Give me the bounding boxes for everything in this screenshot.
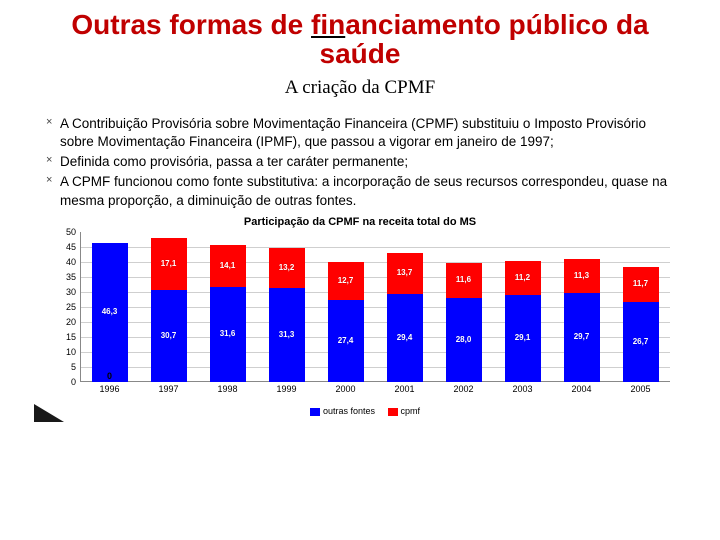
bar-segment-cpmf: 11,7 xyxy=(623,267,659,302)
bar-segment-cpmf: 11,6 xyxy=(446,263,482,298)
bar-segment-cpmf: 11,2 xyxy=(505,261,541,295)
bar-segment-outras: 46,3 xyxy=(92,243,128,382)
bar-segment-cpmf: 11,3 xyxy=(564,259,600,293)
bullet-item: A Contribuição Provisória sobre Moviment… xyxy=(46,115,682,151)
bar-value-outras: 29,7 xyxy=(564,332,600,341)
legend-label-cpmf: cpmf xyxy=(401,406,421,416)
x-tick-label: 1998 xyxy=(217,384,237,394)
bar-segment-outras: 26,7 xyxy=(623,302,659,382)
bar-value-cpmf: 11,2 xyxy=(505,273,541,282)
title-part2: anciamento público da saúde xyxy=(320,9,649,69)
slide: Outras formas de financiamento público d… xyxy=(0,0,720,540)
x-tick-label: 2004 xyxy=(571,384,591,394)
y-tick: 0 xyxy=(40,377,76,387)
bar-value-outras: 27,4 xyxy=(328,336,364,345)
bar-value-outras: 31,6 xyxy=(210,329,246,338)
x-tick-label: 2001 xyxy=(394,384,414,394)
bullet-item: Definida como provisória, passa a ter ca… xyxy=(46,153,682,171)
bar-value-cpmf: 11,6 xyxy=(446,275,482,284)
x-tick-label: 2005 xyxy=(630,384,650,394)
y-tick: 10 xyxy=(40,347,76,357)
legend-swatch-outras xyxy=(310,408,320,416)
x-tick-label: 2003 xyxy=(512,384,532,394)
y-tick: 30 xyxy=(40,287,76,297)
bar-value-cpmf: 17,1 xyxy=(151,259,187,268)
bar-value-outras: 29,1 xyxy=(505,333,541,342)
legend-swatch-cpmf xyxy=(388,408,398,416)
y-tick: 15 xyxy=(40,332,76,342)
chart-title: Participação da CPMF na receita total do… xyxy=(40,216,680,228)
legend-label-outras: outras fontes xyxy=(323,406,375,416)
slide-subtitle: A criação da CPMF xyxy=(28,77,692,99)
bar-segment-outras: 31,3 xyxy=(269,288,305,382)
bullet-list: A Contribuição Provisória sobre Moviment… xyxy=(46,115,682,210)
bar-segment-outras: 27,4 xyxy=(328,300,364,382)
y-tick: 45 xyxy=(40,242,76,252)
bar-segment-cpmf: 17,1 xyxy=(151,238,187,289)
bar-value-cpmf: 14,1 xyxy=(210,261,246,270)
bar-value-cpmf: 13,2 xyxy=(269,263,305,272)
bar-segment-outras: 29,4 xyxy=(387,294,423,382)
bar-segment-outras: 29,1 xyxy=(505,295,541,382)
bullet-item: A CPMF funcionou como fonte substitutiva… xyxy=(46,173,682,209)
bar-segment-outras: 28,0 xyxy=(446,298,482,382)
bar-segment-cpmf: 13,7 xyxy=(387,253,423,294)
bar-value-outras: 29,4 xyxy=(387,333,423,342)
chart-region: Participação da CPMF na receita total do… xyxy=(40,216,680,416)
x-axis-labels: 1996 1997 1998 1999 2000 2001 2002 2003 2004 2005 xyxy=(80,384,670,398)
bar-value-outras: 31,3 xyxy=(269,330,305,339)
title-fin-underlined: fin xyxy=(311,9,345,40)
decorative-triangle xyxy=(34,404,64,422)
chart-box: 05101520253035404550 46,3030,717,131,614… xyxy=(40,232,680,402)
bar-segment-cpmf: 12,7 xyxy=(328,262,364,300)
bar-value-outras: 26,7 xyxy=(623,337,659,346)
y-tick: 25 xyxy=(40,302,76,312)
x-tick-label: 1996 xyxy=(99,384,119,394)
bar-segment-outras: 31,6 xyxy=(210,287,246,382)
x-tick-label: 1999 xyxy=(276,384,296,394)
bar-value-cpmf: 12,7 xyxy=(328,276,364,285)
slide-title: Outras formas de financiamento público d… xyxy=(28,10,692,69)
bar-segment-cpmf: 14,1 xyxy=(210,245,246,287)
y-tick: 50 xyxy=(40,227,76,237)
y-tick: 5 xyxy=(40,362,76,372)
bar-segment-outras: 29,7 xyxy=(564,293,600,382)
chart-legend: outras fontes cpmf xyxy=(40,406,680,416)
bar-value-cpmf: 13,7 xyxy=(387,268,423,277)
bar-value-outras: 46,3 xyxy=(92,307,128,316)
bar-value-outras: 28,0 xyxy=(446,335,482,344)
bar-value-cpmf: 11,3 xyxy=(564,271,600,280)
x-tick-label: 2002 xyxy=(453,384,473,394)
bar-segment-cpmf: 13,2 xyxy=(269,248,305,288)
title-part1: Outras formas de xyxy=(71,9,311,40)
bars-layer: 46,3030,717,131,614,131,313,227,412,729,… xyxy=(80,232,670,382)
x-tick-label: 1997 xyxy=(158,384,178,394)
y-tick: 40 xyxy=(40,257,76,267)
bar-segment-outras: 30,7 xyxy=(151,290,187,382)
bar-value-cpmf: 11,7 xyxy=(623,279,659,288)
bar-value-outras: 30,7 xyxy=(151,331,187,340)
x-tick-label: 2000 xyxy=(335,384,355,394)
y-tick: 35 xyxy=(40,272,76,282)
y-tick: 20 xyxy=(40,317,76,327)
